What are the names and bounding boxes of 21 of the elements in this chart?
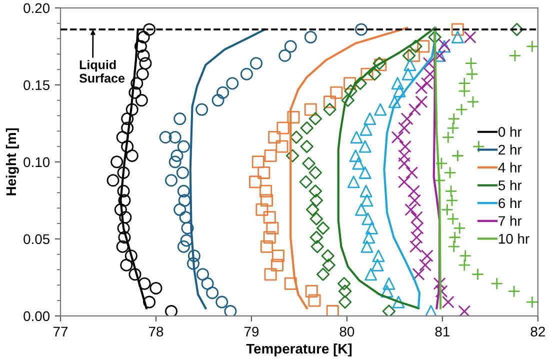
annotation: Liquid Surface bbox=[79, 60, 125, 83]
y-tick-label: 0.00 bbox=[24, 311, 50, 322]
x-tick-label: 82 bbox=[530, 326, 545, 337]
y-tick-label: 0.05 bbox=[24, 234, 50, 244]
x-tick-label: 77 bbox=[53, 326, 68, 336]
legend-label: 10 hr bbox=[498, 234, 530, 244]
x-tick-label: 79 bbox=[244, 326, 259, 337]
x-axis-title: Temperature [K] bbox=[246, 343, 352, 356]
legend-label: 4 hr bbox=[498, 162, 522, 172]
x-tick-label: 78 bbox=[148, 326, 164, 337]
y-tick-label: 0.20 bbox=[24, 3, 50, 14]
legend-label: 2 hr bbox=[498, 144, 522, 155]
legend-label: 5 hr bbox=[498, 180, 522, 190]
legend-label: 6 hr bbox=[498, 198, 522, 208]
y-tick-label: 0.10 bbox=[24, 157, 50, 168]
x-tick-label: 81 bbox=[435, 326, 450, 337]
legend-label: 0 hr bbox=[498, 126, 522, 137]
x-tick-label: 80 bbox=[340, 326, 354, 337]
y-axis-title: Height [m] bbox=[6, 128, 19, 196]
y-tick-label: 0.15 bbox=[24, 80, 50, 90]
legend-label: 7 hr bbox=[498, 216, 522, 226]
